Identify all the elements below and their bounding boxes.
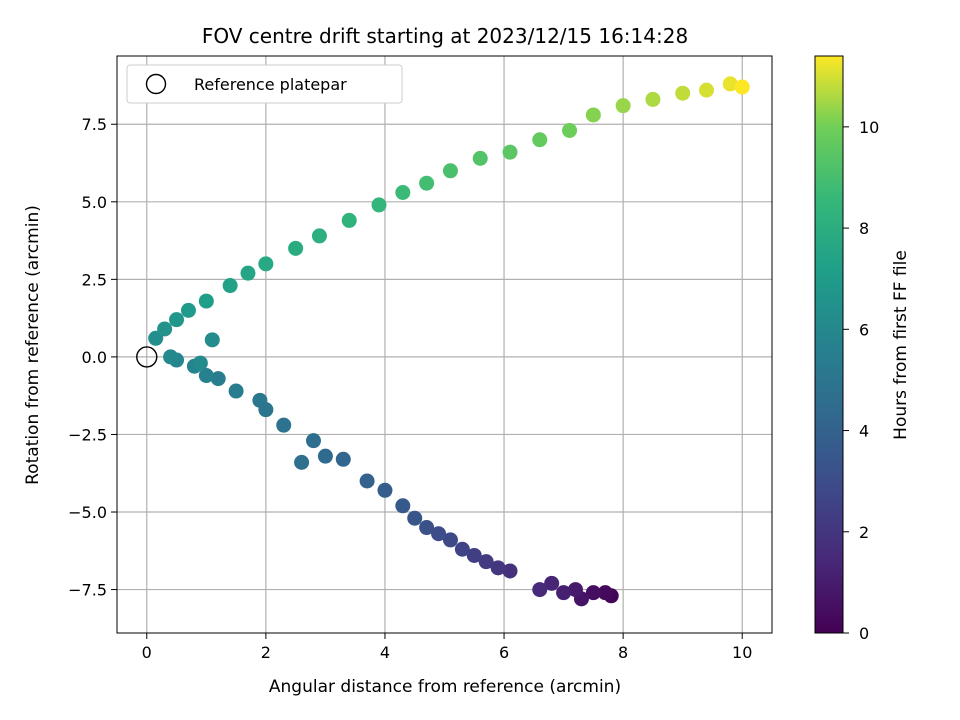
x-tick-label: 8	[618, 643, 628, 662]
x-tick-label: 4	[380, 643, 390, 662]
y-tick-label: −7.5	[68, 581, 107, 600]
scatter-point	[407, 510, 423, 526]
colorbar-tick-label: 4	[859, 422, 869, 441]
scatter-point	[532, 582, 548, 598]
colorbar-title: Hours from first FF file	[891, 250, 911, 440]
y-tick-label: 2.5	[82, 270, 107, 289]
scatter-point	[294, 454, 310, 470]
scatter-point	[198, 368, 214, 384]
scatter-point	[276, 417, 292, 433]
scatter-point	[431, 526, 447, 542]
legend-box	[126, 64, 403, 104]
colorbar-ticks: 0 2 4 6 8 10	[843, 118, 879, 643]
scatter-point	[466, 547, 482, 563]
scatter-point	[192, 355, 208, 371]
scatter-point	[157, 321, 173, 337]
scatter-point	[258, 256, 274, 272]
colorbar-tick-label: 8	[859, 219, 869, 238]
scatter-point	[148, 330, 164, 346]
x-tick-label: 6	[499, 643, 509, 662]
y-axis-title: Rotation from reference (arcmin)	[23, 205, 43, 485]
reference-marker	[136, 346, 158, 368]
scatter-point	[169, 312, 185, 328]
scatter-point	[454, 541, 470, 557]
scatter-point	[478, 554, 494, 570]
scatter-point	[419, 175, 435, 191]
y-tick-label: 5.0	[82, 193, 107, 212]
chart-title: FOV centre drift starting at 2023/12/15 …	[202, 24, 688, 48]
y-tick-label: 7.5	[82, 115, 107, 134]
scatter-point	[502, 144, 518, 160]
data-points	[148, 76, 750, 607]
scatter-point	[311, 228, 327, 244]
scatter-point	[395, 498, 411, 514]
scatter-point	[288, 240, 304, 256]
scatter-point	[722, 76, 738, 92]
scatter-point	[222, 278, 238, 294]
scatter-point	[562, 122, 578, 138]
scatter-point	[442, 163, 458, 179]
y-tick-label: 0.0	[82, 348, 107, 367]
scatter-point	[699, 82, 714, 98]
scatter-point	[502, 563, 518, 579]
scatter-point	[472, 150, 488, 166]
scatter-point	[675, 85, 691, 101]
scatter-point	[419, 520, 435, 536]
scatter-point	[585, 107, 601, 123]
scatter-point	[645, 91, 661, 107]
x-axis-ticks: 0 2 4 6 8 10	[142, 633, 752, 662]
scatter-point	[210, 371, 226, 387]
colorbar-tick-label: 0	[859, 624, 869, 643]
scatter-point	[568, 582, 583, 598]
scatter-point	[377, 482, 393, 498]
scatter-point	[395, 184, 411, 200]
scatter-point	[317, 448, 333, 464]
y-tick-label: −5.0	[68, 503, 107, 522]
colorbar-gradient	[814, 55, 844, 634]
scatter-point	[371, 197, 387, 213]
scatter-point	[490, 560, 506, 576]
scatter-point	[228, 383, 244, 399]
y-axis-ticks: −7.5 −5.0 −2.5 0.0 2.5 5.0 7.5	[68, 115, 117, 600]
scatter-point	[204, 332, 220, 348]
colorbar-tick-label: 6	[859, 320, 869, 339]
scatter-point	[359, 473, 375, 489]
scatter-point	[335, 451, 351, 467]
plot-frame	[116, 55, 773, 634]
scatter-point	[240, 265, 256, 281]
scatter-point	[556, 585, 572, 601]
legend-entry-label: Reference platepar	[194, 75, 347, 94]
scatter-point	[306, 433, 321, 449]
scatter-point	[532, 132, 548, 148]
scatter-point	[252, 392, 268, 408]
colorbar: 0 2 4 6 8 10 Hours from first FF file	[814, 55, 911, 643]
x-tick-label: 2	[261, 643, 271, 662]
scatter-point	[615, 98, 631, 114]
scatter-point	[597, 585, 613, 601]
y-tick-label: −2.5	[68, 425, 107, 444]
scatter-point	[544, 575, 560, 591]
scatter-point	[163, 349, 179, 365]
x-tick-label: 0	[142, 643, 152, 662]
scatter-point	[180, 302, 196, 318]
reference-platepar-marker	[136, 346, 158, 368]
scatter-point	[442, 532, 458, 548]
x-tick-label: 10	[732, 643, 752, 662]
scatter-point	[585, 585, 601, 601]
colorbar-tick-label: 10	[859, 118, 879, 137]
scatter-point	[341, 212, 357, 228]
scatter-point	[734, 79, 750, 95]
scatter-point	[198, 293, 214, 309]
x-axis-title: Angular distance from reference (arcmin)	[269, 677, 621, 697]
legend-marker-icon	[145, 73, 167, 95]
colorbar-tick-label: 2	[859, 523, 869, 542]
legend: Reference platepar	[126, 64, 403, 104]
